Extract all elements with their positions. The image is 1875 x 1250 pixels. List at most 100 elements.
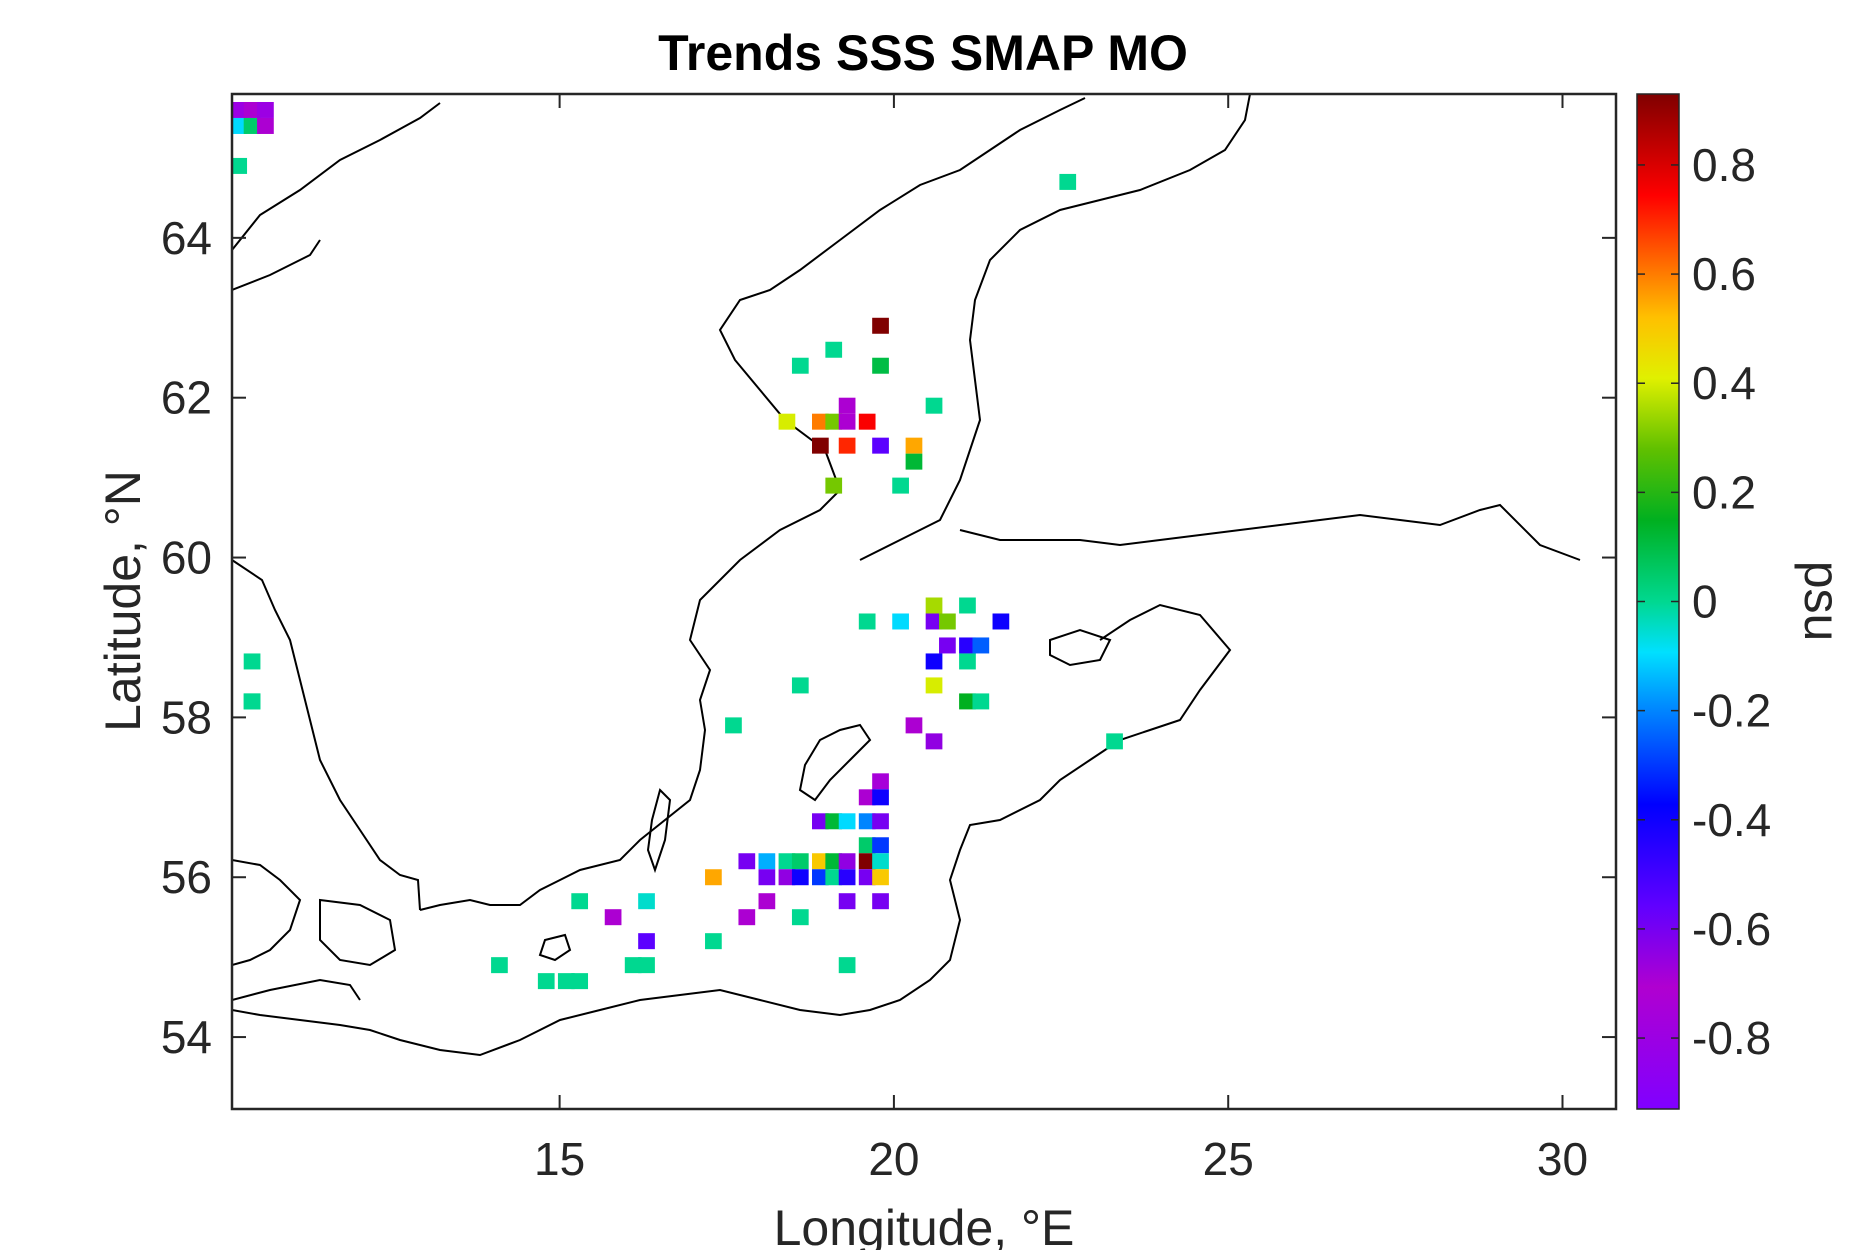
trend-cell [825,413,843,430]
trend-cell [812,813,829,830]
trend-cell [778,413,796,430]
saaremaa-island [1049,628,1112,667]
trend-cell [905,437,923,454]
trend-cell [925,677,943,694]
trend-cell [758,893,776,910]
trend-cell [838,437,856,454]
trend-cell [825,341,843,358]
denmark-islands [232,859,397,1001]
trend-cell [812,413,829,430]
trend-cell [557,973,575,990]
colorbar-tick-label: 0.2 [1692,466,1756,518]
trend-cell [758,853,776,870]
trend-cell [257,117,274,134]
trend-cell [791,677,809,694]
x-tick-label: 20 [868,1133,919,1185]
trend-cell [858,869,876,886]
trend-cell [972,693,990,710]
trend-cell [838,957,856,974]
gotland-island [798,723,872,802]
colorbar-tick-label: 0.8 [1692,139,1756,191]
chart-title: Trends SSS SMAP MO [658,25,1188,81]
trend-cell [571,973,589,990]
trend-cell [872,789,889,806]
trend-cell [939,613,956,630]
trend-cell [959,653,976,670]
trend-cell [925,397,943,414]
trend-cell [838,893,856,910]
trend-cell [992,613,1010,630]
bornholm-island [538,933,572,962]
trend-cell [791,909,809,926]
trend-cell [243,653,261,670]
oland-island [646,788,672,874]
trend-cell [638,957,655,974]
trend-cell [905,717,923,734]
x-axis-label: Longitude, °E [774,1200,1075,1250]
colorbar-ticks: -0.8 -0.6 -0.4 -0.2 0 0.2 0.4 0.6 0.8 [1637,139,1771,1064]
trend-cell [738,909,756,926]
trend-cell [491,957,508,974]
colorbar-tick-label: 0.6 [1692,248,1756,300]
trend-cell [232,117,248,134]
trend-cell [872,317,889,334]
colorbar-tick-label: -0.2 [1692,685,1771,737]
trend-cell [858,413,876,430]
trend-cell [243,117,261,134]
trend-cell [791,853,809,870]
trend-cell [537,973,555,990]
trend-cell [812,869,829,886]
trend-cell [838,853,856,870]
colorbar: -0.8 -0.6 -0.4 -0.2 0 0.2 0.4 0.6 0.8 psu [1636,93,1850,1110]
trend-cell [858,613,876,630]
trend-cell [812,437,829,454]
colorbar-tick-label: -0.6 [1692,903,1771,955]
trend-cell [838,869,856,886]
trend-cell [778,853,796,870]
x-axis: 15 20 25 30 [534,94,1588,1185]
trend-cell [738,853,756,870]
trend-cell [959,597,976,614]
y-tick-label: 54 [161,1011,212,1063]
trend-cell [925,613,943,630]
trend-cell [778,869,796,886]
trend-cell [791,357,809,374]
trend-cell [939,637,956,654]
x-tick-label: 30 [1537,1133,1588,1185]
colorbar-tick-label: -0.8 [1692,1012,1771,1064]
trend-cell [959,693,976,710]
trend-cell [959,637,976,654]
y-tick-label: 62 [161,372,212,424]
finland-coast [859,94,1581,561]
trend-cell [705,869,722,886]
trend-cell [638,933,655,950]
trend-cell [905,453,923,470]
trend-cell [838,397,856,414]
trend-cell [858,853,876,870]
trend-cell [758,869,776,886]
trend-cell [838,813,856,830]
trend-cell [825,869,843,886]
plot-frame [230,92,1618,1111]
trend-cell [243,101,261,118]
trend-cell [243,693,261,710]
trend-cell [232,101,248,118]
trend-cell [624,957,642,974]
trend-cell [825,813,843,830]
trend-cell [892,477,909,494]
trend-cell [232,157,248,174]
trend-cell [825,477,843,494]
trend-cell [1106,733,1123,750]
map-background [232,94,1616,1109]
trend-cell [858,789,876,806]
x-tick-label: 15 [534,1133,585,1185]
colorbar-tick-label: -0.4 [1692,794,1771,846]
colorbar-label: psu [1794,561,1850,642]
trend-cell [725,717,742,734]
trend-cell [872,437,889,454]
sweden-coast [232,97,1086,911]
y-tick-label: 56 [161,851,212,903]
trend-cell [825,853,843,870]
y-tick-label: 60 [161,532,212,584]
y-tick-label: 64 [161,212,212,264]
